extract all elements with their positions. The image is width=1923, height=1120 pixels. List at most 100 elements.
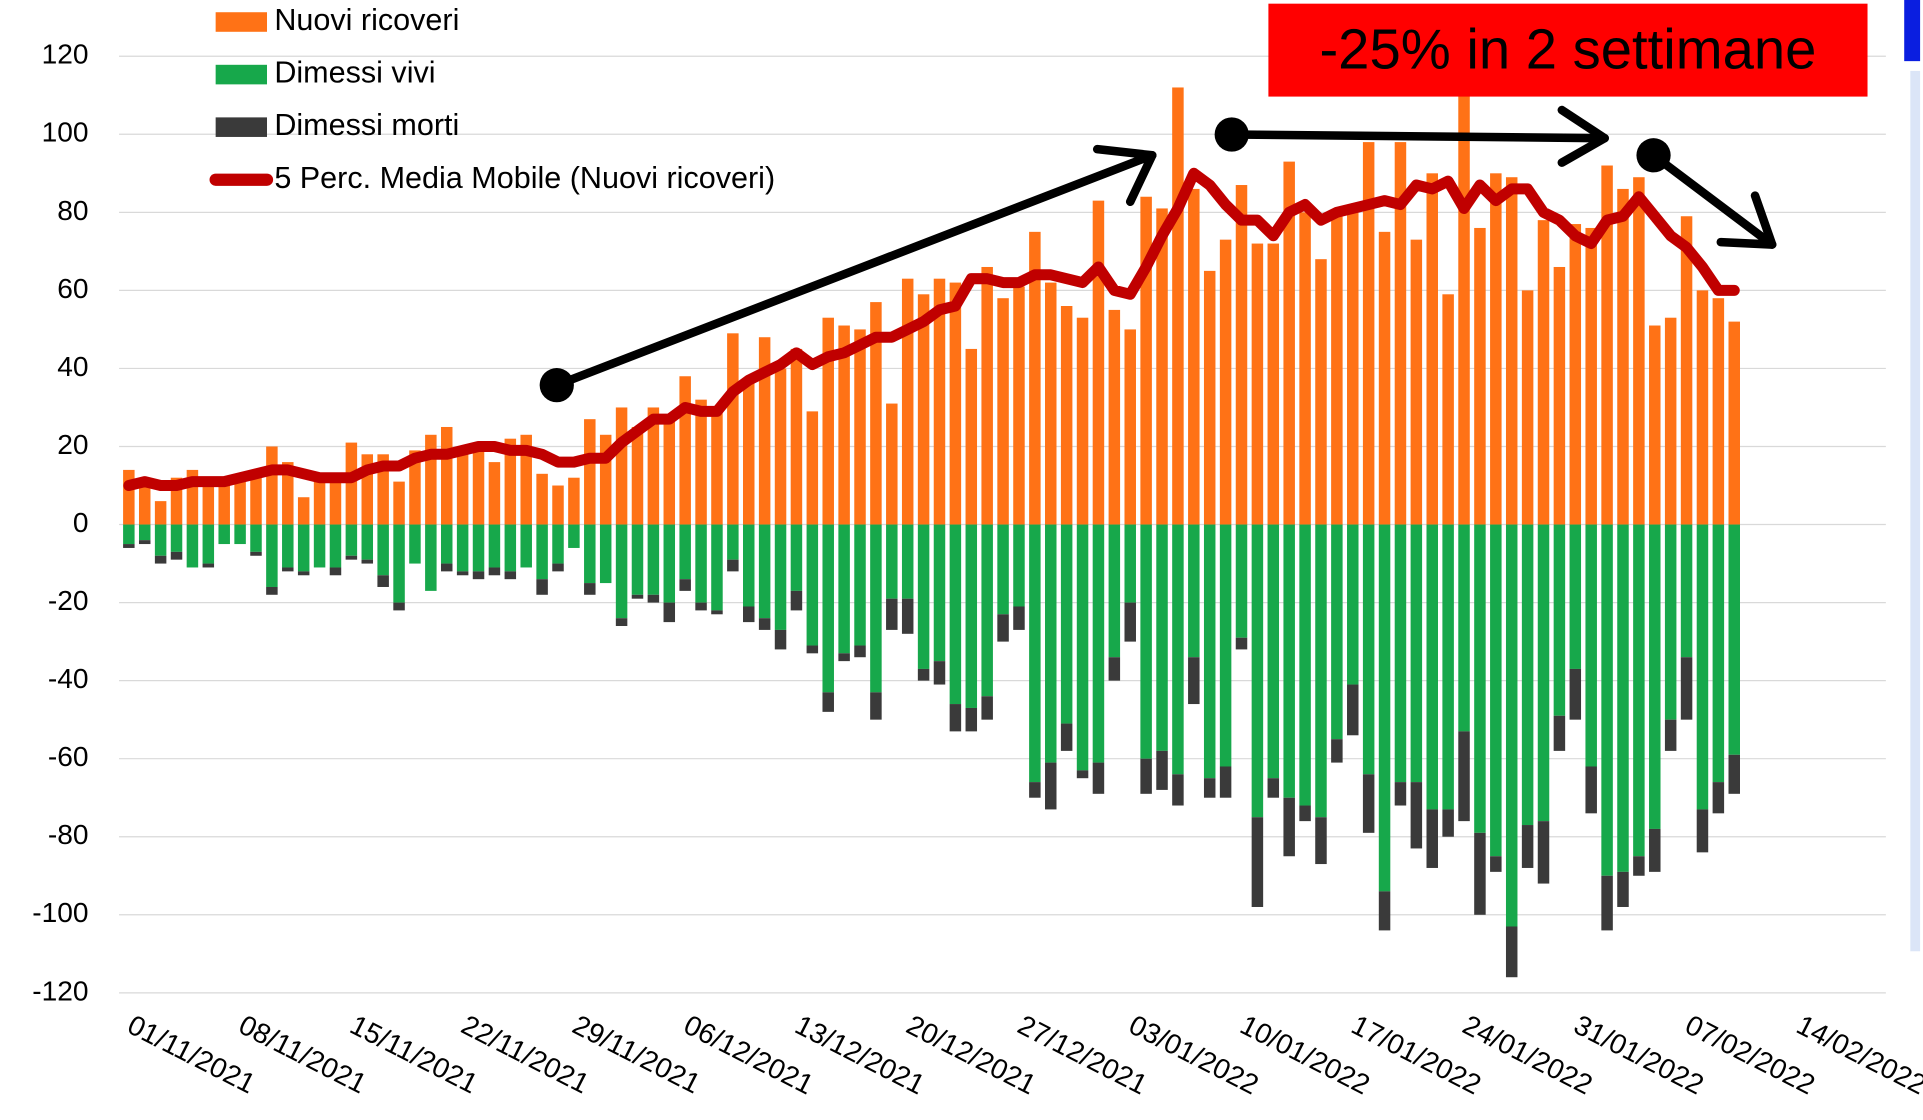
bar bbox=[1029, 231, 1041, 525]
bar bbox=[647, 407, 660, 525]
bar bbox=[679, 376, 691, 525]
bar bbox=[1474, 524, 1486, 833]
bar bbox=[1203, 270, 1216, 525]
bar bbox=[1251, 243, 1264, 525]
bar bbox=[743, 606, 755, 623]
bar bbox=[1426, 809, 1438, 868]
bar bbox=[599, 434, 612, 525]
bar bbox=[1045, 524, 1057, 763]
bar bbox=[854, 329, 866, 525]
bar bbox=[743, 524, 755, 607]
bar bbox=[1219, 239, 1232, 525]
bar bbox=[1569, 668, 1582, 720]
bar bbox=[1410, 239, 1423, 525]
bar bbox=[917, 294, 930, 525]
annotation: -25% in 2 settimane bbox=[1319, 18, 1816, 81]
bar bbox=[1378, 524, 1391, 892]
bar bbox=[1013, 286, 1025, 525]
bar bbox=[1140, 524, 1152, 759]
bar bbox=[425, 524, 437, 591]
bar bbox=[345, 555, 358, 560]
bar bbox=[1553, 715, 1566, 751]
bar bbox=[393, 481, 405, 525]
bar bbox=[1251, 817, 1264, 907]
bar bbox=[1458, 731, 1470, 822]
bar bbox=[1124, 329, 1136, 525]
bar bbox=[504, 524, 517, 572]
bar bbox=[1172, 524, 1184, 775]
bar bbox=[202, 524, 215, 564]
y-tick-label: 120 bbox=[42, 39, 89, 70]
bar bbox=[1076, 317, 1089, 525]
bar bbox=[1347, 212, 1359, 525]
bar bbox=[1617, 524, 1629, 872]
bar bbox=[266, 524, 278, 587]
bar bbox=[917, 668, 930, 681]
bar bbox=[313, 481, 326, 525]
bar bbox=[234, 473, 246, 525]
bar bbox=[154, 524, 167, 556]
bar bbox=[1490, 173, 1502, 525]
bar bbox=[1156, 524, 1168, 751]
bar bbox=[1092, 200, 1105, 525]
bar bbox=[1633, 524, 1645, 857]
bar bbox=[711, 407, 723, 525]
bar bbox=[329, 567, 342, 576]
bar bbox=[504, 571, 517, 580]
y-tick-label: 60 bbox=[57, 273, 88, 304]
bar bbox=[647, 594, 660, 603]
bar bbox=[949, 704, 962, 732]
bar bbox=[1458, 87, 1470, 525]
bar bbox=[536, 473, 548, 525]
bar bbox=[886, 598, 898, 630]
bar bbox=[568, 524, 580, 548]
bar bbox=[282, 462, 294, 525]
bar bbox=[822, 692, 834, 712]
bar bbox=[901, 278, 914, 525]
bar bbox=[1029, 782, 1041, 798]
bar bbox=[1696, 524, 1709, 810]
bar bbox=[1060, 306, 1073, 525]
bar bbox=[1585, 766, 1597, 814]
bar bbox=[695, 399, 707, 525]
bar bbox=[504, 438, 517, 525]
bar bbox=[901, 598, 914, 634]
bar bbox=[1394, 782, 1407, 806]
bar bbox=[1378, 231, 1391, 525]
bar bbox=[1633, 856, 1645, 876]
bar bbox=[1219, 766, 1232, 798]
bar bbox=[1728, 754, 1740, 794]
bar bbox=[615, 524, 628, 619]
bar bbox=[1585, 227, 1597, 525]
bar bbox=[154, 555, 167, 564]
bar bbox=[631, 594, 644, 599]
legend-swatch bbox=[215, 117, 268, 137]
bar bbox=[218, 485, 230, 525]
bar bbox=[345, 442, 358, 525]
bar bbox=[409, 524, 421, 564]
bar bbox=[1474, 227, 1486, 525]
bar bbox=[1362, 774, 1375, 833]
y-tick-label: 20 bbox=[57, 429, 88, 460]
bar bbox=[1172, 87, 1184, 525]
bar bbox=[1203, 778, 1216, 798]
bar bbox=[440, 524, 453, 564]
bar bbox=[901, 524, 914, 599]
bar bbox=[711, 610, 723, 615]
bar bbox=[186, 524, 199, 568]
bar bbox=[758, 337, 771, 525]
bar bbox=[806, 411, 819, 525]
bar bbox=[1569, 524, 1582, 669]
bar bbox=[1188, 524, 1200, 658]
bar bbox=[774, 368, 787, 525]
bar bbox=[1633, 177, 1645, 525]
trend-arrows bbox=[539, 105, 1777, 403]
bar bbox=[202, 481, 215, 525]
bar bbox=[1235, 524, 1248, 638]
bar bbox=[1029, 524, 1041, 783]
bar bbox=[1680, 657, 1693, 720]
legend-label: 5 Perc. Media Mobile (Nuovi ricoveri) bbox=[274, 161, 775, 195]
bar bbox=[1378, 891, 1391, 931]
bar bbox=[1060, 723, 1073, 751]
